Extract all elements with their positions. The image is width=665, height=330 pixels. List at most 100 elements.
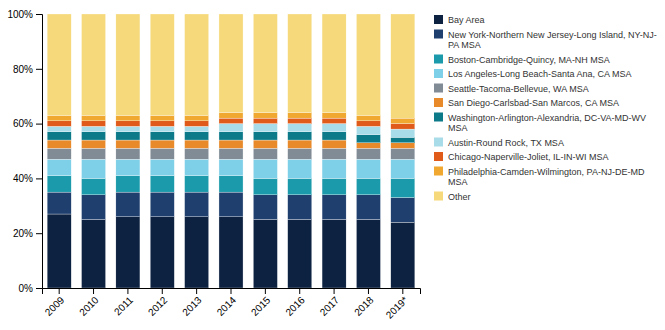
bars — [47, 14, 415, 288]
tick: 20% — [13, 228, 42, 239]
legend-item: Philadelphia-Camden-Wilmington, PA-NJ-DE… — [434, 167, 645, 188]
bar — [116, 176, 140, 192]
tick: 2018 — [352, 288, 376, 318]
legend-item: New York-Northern New Jersey-Long Island… — [434, 30, 657, 51]
legend-swatch — [434, 98, 443, 107]
bar — [219, 148, 243, 159]
bar — [219, 159, 243, 175]
legend-swatch — [434, 84, 443, 93]
bar — [322, 113, 346, 118]
x-axis: 2009201020112012201320142015201620172018… — [43, 288, 421, 321]
bar — [82, 220, 106, 289]
bar — [253, 113, 277, 118]
tick: 2016 — [283, 288, 307, 318]
legend-item: Bay Area — [434, 15, 485, 25]
bar — [356, 178, 380, 194]
bar — [82, 121, 106, 126]
tick-label: 2019* — [384, 294, 410, 320]
bar — [116, 192, 140, 217]
bar — [185, 126, 209, 131]
bar — [253, 132, 277, 140]
bar — [288, 195, 312, 220]
bar — [185, 148, 209, 159]
legend-label-line: San Diego-Carlsbad-San Marcos, CA MSA — [448, 98, 619, 108]
bar — [253, 124, 277, 132]
series — [47, 214, 415, 288]
bar — [322, 132, 346, 140]
legend-label-line: Washington-Arlington-Alexandria, DC-VA-M… — [448, 113, 646, 123]
bar — [253, 178, 277, 194]
legend-label: Los Angeles-Long Beach-Santa Ana, CA MSA — [448, 69, 632, 79]
legend-label-line: Bay Area — [448, 15, 485, 25]
tick-mark — [36, 124, 42, 125]
bar — [116, 126, 140, 131]
bar — [116, 121, 140, 126]
tick-label: 40% — [13, 173, 33, 184]
bar — [82, 115, 106, 120]
bar — [322, 124, 346, 132]
bar — [47, 126, 71, 131]
legend-label: San Diego-Carlsbad-San Marcos, CA MSA — [448, 98, 619, 108]
legend-label: Austin-Round Rock, TX MSA — [448, 138, 564, 148]
bar — [116, 14, 140, 115]
bar — [322, 195, 346, 220]
tick-label: 2010 — [77, 294, 101, 318]
legend-swatch — [434, 55, 443, 64]
legend-label-line: New York-Northern New Jersey-Long Island… — [448, 30, 657, 40]
bar — [47, 132, 71, 140]
bar — [322, 148, 346, 159]
tick-mark — [231, 288, 232, 294]
bar — [219, 132, 243, 140]
bar — [185, 115, 209, 120]
bar — [185, 176, 209, 192]
bar — [391, 129, 415, 137]
tick-mark — [36, 69, 42, 70]
bar — [391, 143, 415, 148]
legend-swatch — [434, 113, 443, 122]
bar — [150, 132, 174, 140]
tick-mark — [265, 288, 266, 294]
bar — [47, 148, 71, 159]
bar — [116, 132, 140, 140]
tick: 0% — [19, 283, 42, 294]
legend-label-line: Seattle-Tacoma-Bellevue, WA MSA — [448, 84, 589, 94]
tick-mark — [334, 288, 335, 294]
tick: 2011 — [112, 288, 135, 317]
tick: 2017 — [318, 288, 342, 318]
tick-mark — [36, 178, 42, 179]
bar — [253, 148, 277, 159]
legend-label-line: PA MSA — [448, 40, 481, 50]
bar — [116, 115, 140, 120]
legend-item: Seattle-Tacoma-Bellevue, WA MSA — [434, 84, 589, 94]
tick: 2013 — [180, 288, 204, 318]
bar — [82, 148, 106, 159]
legend-swatch — [434, 152, 443, 161]
legend-label: Washington-Arlington-Alexandria, DC-VA-M… — [448, 113, 646, 134]
bar — [391, 124, 415, 129]
tick-mark — [299, 288, 300, 294]
bar — [391, 159, 415, 178]
bar — [219, 14, 243, 113]
bar — [356, 126, 380, 134]
bar — [116, 159, 140, 175]
bar — [391, 148, 415, 159]
bar — [82, 159, 106, 178]
legend-item: Austin-Round Rock, TX MSA — [434, 138, 564, 148]
series — [47, 159, 415, 178]
legend-label: Boston-Cambridge-Quincy, MA-NH MSA — [448, 55, 610, 65]
tick-label: 2015 — [249, 294, 273, 318]
bar — [288, 178, 312, 194]
bar — [185, 121, 209, 126]
bar — [150, 14, 174, 115]
bar — [47, 140, 71, 148]
bar — [47, 159, 71, 175]
bar — [253, 14, 277, 113]
bar — [82, 140, 106, 148]
bar — [356, 121, 380, 126]
bar — [185, 140, 209, 148]
bar — [356, 148, 380, 159]
tick-label: 2016 — [283, 294, 307, 318]
tick-mark — [402, 288, 403, 294]
tick-mark — [196, 288, 197, 294]
bar — [150, 192, 174, 217]
